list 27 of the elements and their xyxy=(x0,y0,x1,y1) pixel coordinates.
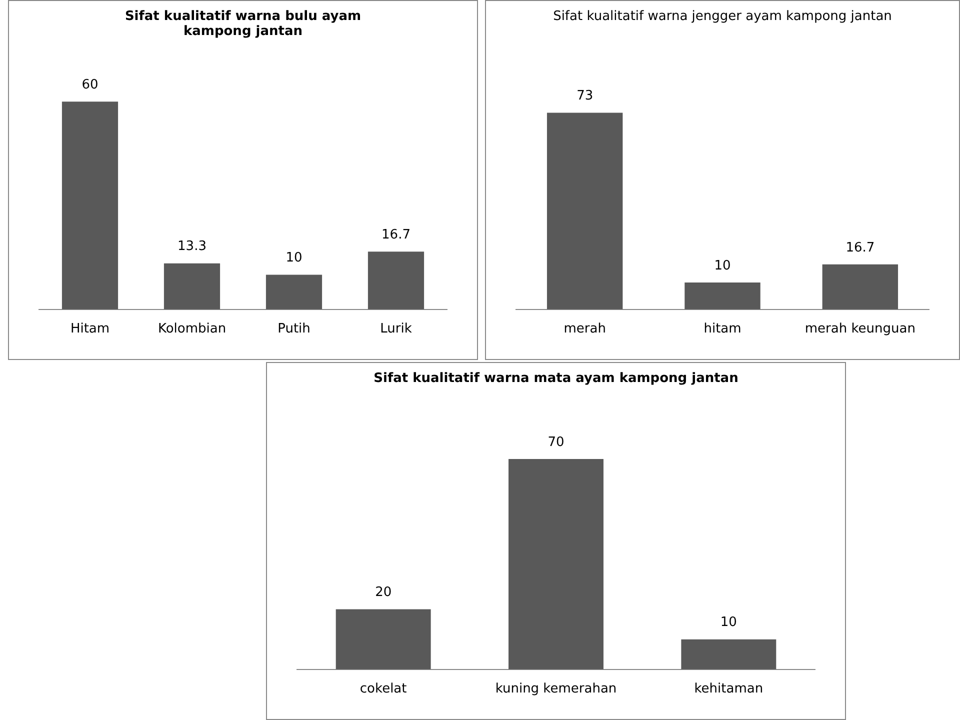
x-tick-label: hitam xyxy=(704,322,742,337)
x-tick-label: Hitam xyxy=(70,322,110,337)
chart-title: Sifat kualitatif warna bulu ayam kampong jantan xyxy=(124,9,362,39)
bar xyxy=(164,263,220,310)
x-tick-label: Lurik xyxy=(380,322,412,337)
data-label: 73 xyxy=(576,88,594,104)
x-tick-label: cokelat xyxy=(360,682,407,697)
data-label: 10 xyxy=(720,615,737,630)
x-tick-label: merah xyxy=(564,322,606,337)
data-label: 16.7 xyxy=(846,240,875,256)
chart-title: Sifat kualitatif warna jengger ayam kampong jantan xyxy=(552,9,893,24)
bar xyxy=(368,252,424,310)
data-label: 70 xyxy=(548,434,564,450)
x-tick-label: kuning kemerahan xyxy=(495,682,617,697)
data-label: 10 xyxy=(286,250,302,266)
bar xyxy=(266,274,322,310)
data-label: 20 xyxy=(375,585,392,600)
data-label: 10 xyxy=(714,258,731,274)
bar xyxy=(62,102,118,310)
x-tick-label: merah keunguan xyxy=(804,322,916,337)
data-label: 16.7 xyxy=(382,227,410,242)
x-tick-label: kehitaman xyxy=(694,682,764,697)
x-tick-label: Kolombian xyxy=(158,322,226,337)
data-label: 60 xyxy=(82,78,98,93)
chart-title: Sifat kualitatif warna mata ayam kampong jantan xyxy=(372,371,740,386)
x-tick-label: Putih xyxy=(278,322,310,337)
data-label: 13.3 xyxy=(178,239,206,254)
